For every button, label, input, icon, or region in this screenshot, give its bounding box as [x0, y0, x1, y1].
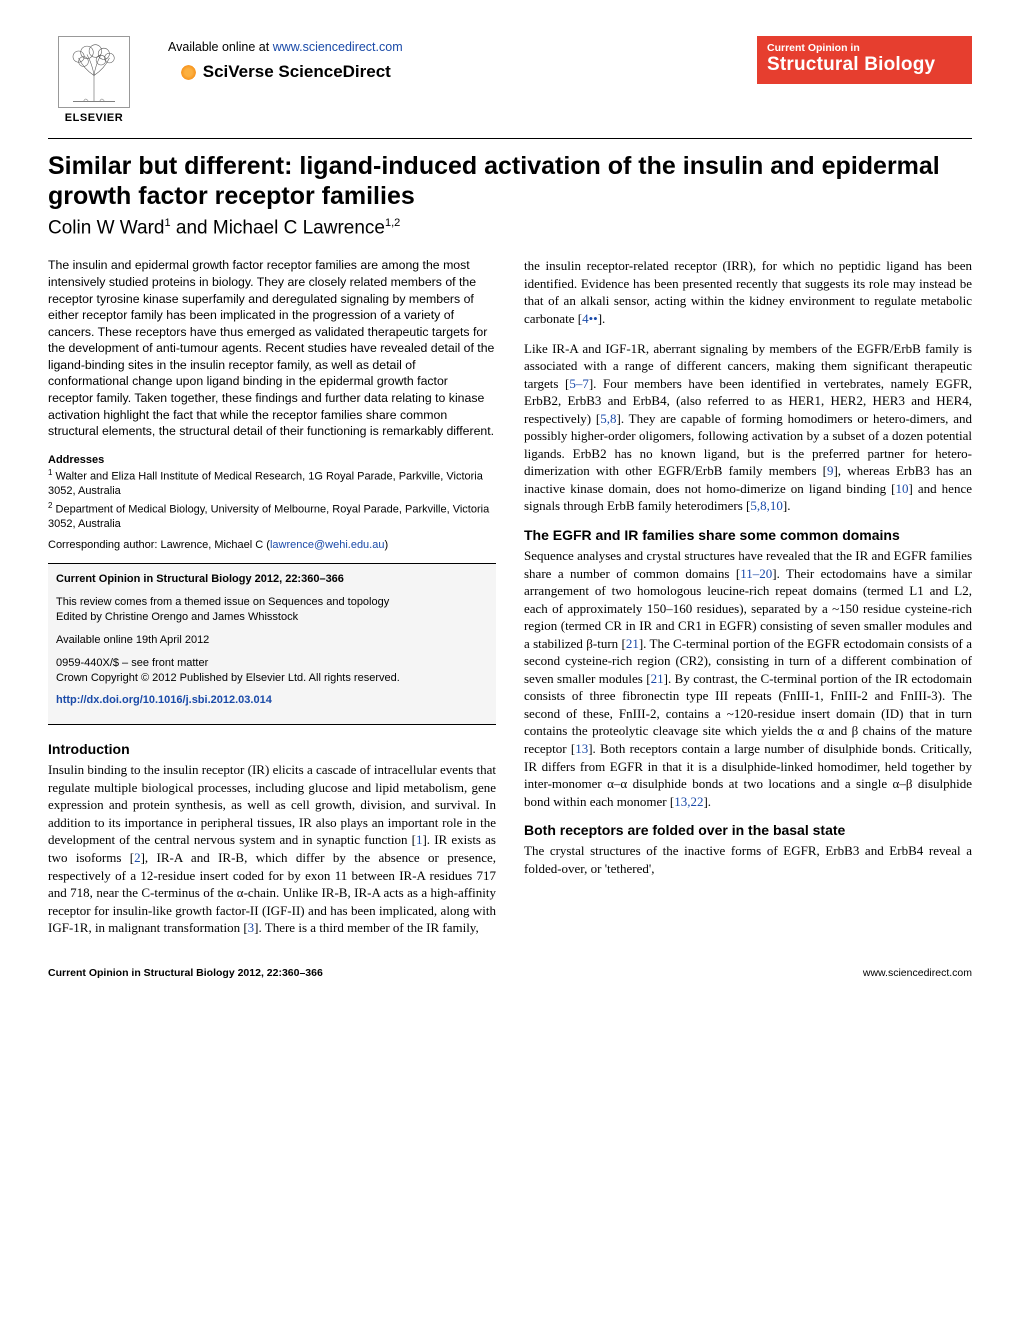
info-themed: This review comes from a themed issue on… — [56, 595, 488, 625]
doi-link[interactable]: http://dx.doi.org/10.1016/j.sbi.2012.03.… — [56, 694, 272, 706]
corresponding-author: Corresponding author: Lawrence, Michael … — [48, 539, 496, 551]
info-issn: 0959-440X/$ – see front matter Crown Cop… — [56, 656, 488, 686]
journal-badge: Current Opinion in Structural Biology — [757, 36, 972, 84]
footer-right: www.sciencedirect.com — [863, 967, 972, 979]
corr-prefix: Corresponding author: Lawrence, Michael … — [48, 539, 270, 551]
footer-left: Current Opinion in Structural Biology 20… — [48, 967, 323, 979]
corr-suffix: ) — [384, 539, 388, 551]
section3-para: The crystal structures of the inactive f… — [524, 842, 972, 877]
journal-badge-small: Current Opinion in — [767, 42, 962, 54]
info-online: Available online 19th April 2012 — [56, 633, 488, 648]
addresses-heading: Addresses — [48, 454, 496, 466]
header-center: Available online at www.sciencedirect.co… — [168, 36, 403, 82]
info-citation: Current Opinion in Structural Biology 20… — [56, 572, 488, 587]
section2-heading: The EGFR and IR families share some comm… — [524, 527, 972, 543]
corr-email-link[interactable]: lawrence@wehi.edu.au — [270, 539, 385, 551]
left-column: The insulin and epidermal growth factor … — [48, 257, 496, 948]
col2-para-1: the insulin receptor-related receptor (I… — [524, 257, 972, 327]
right-column: the insulin receptor-related receptor (I… — [524, 257, 972, 948]
col2-para-2: Like IR-A and IGF-1R, aberrant signaling… — [524, 340, 972, 515]
section2-para: Sequence analyses and crystal structures… — [524, 547, 972, 810]
publisher-logo: ELSEVIER — [48, 36, 140, 124]
sciverse-brand: SciVerse ScienceDirect — [168, 62, 403, 82]
elsevier-tree-icon — [58, 36, 130, 108]
abstract: The insulin and epidermal growth factor … — [48, 257, 496, 440]
address-1: 1 Walter and Eliza Hall Institute of Med… — [48, 468, 496, 498]
available-online-text: Available online at www.sciencedirect.co… — [168, 40, 403, 54]
two-column-body: The insulin and epidermal growth factor … — [48, 257, 972, 948]
sciencedirect-link[interactable]: www.sciencedirect.com — [273, 40, 403, 54]
info-box: Current Opinion in Structural Biology 20… — [48, 563, 496, 725]
footer: Current Opinion in Structural Biology 20… — [48, 949, 972, 979]
authors: Colin W Ward1 and Michael C Lawrence1,2 — [48, 217, 972, 239]
section3-heading: Both receptors are folded over in the ba… — [524, 822, 972, 838]
sciverse-icon — [180, 64, 197, 81]
introduction-heading: Introduction — [48, 741, 496, 757]
header-left: ELSEVIER Available online at www.science… — [48, 36, 403, 124]
intro-paragraph: Insulin binding to the insulin receptor … — [48, 761, 496, 936]
journal-badge-large: Structural Biology — [767, 54, 962, 76]
address-2: 2 Department of Medical Biology, Univers… — [48, 501, 496, 531]
available-prefix: Available online at — [168, 40, 273, 54]
title-block: Similar but different: ligand-induced ac… — [48, 138, 972, 239]
header: ELSEVIER Available online at www.science… — [48, 36, 972, 124]
elsevier-label: ELSEVIER — [65, 112, 123, 124]
sciverse-text: SciVerse ScienceDirect — [203, 62, 391, 82]
paper-title: Similar but different: ligand-induced ac… — [48, 151, 972, 211]
